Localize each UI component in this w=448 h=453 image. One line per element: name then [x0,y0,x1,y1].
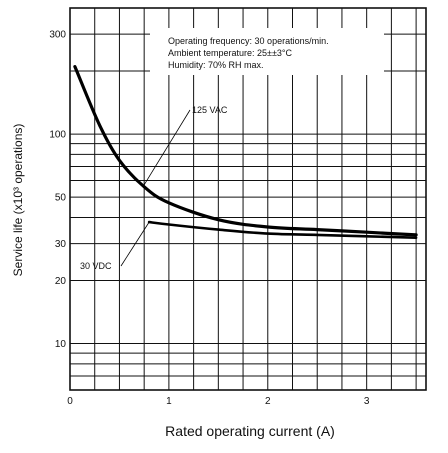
leader-line-125vac [143,109,191,186]
y-axis-label: Service life (x10³ operations) [11,124,25,277]
curve-labels: 125 VAC 30 VDC [80,105,228,271]
x-tick-label: 0 [67,396,73,407]
y-tick-labels: 300 100 50 30 20 10 [49,30,66,350]
y-tick-label: 20 [55,276,67,287]
x-tick-label: 2 [265,396,271,407]
y-tick-label: 300 [49,30,66,41]
condition-humidity: Humidity: 70% RH max. [168,60,264,70]
condition-frequency: Operating frequency: 30 operations/min. [168,36,329,46]
series-layer [73,65,418,239]
y-tick-label: 100 [49,130,66,141]
x-axis-label: Rated operating current (A) [165,423,335,439]
series-line-30vdc [147,220,418,239]
label-125vac: 125 VAC [192,105,228,115]
y-tick-label: 10 [55,339,67,350]
x-tick-labels: 0 1 2 3 [67,396,370,407]
leader-line-30vdc [120,221,150,267]
condition-temperature: Ambient temperature: 25±±3°C [168,48,293,58]
y-tick-label: 30 [55,239,67,250]
x-tick-label: 3 [364,396,370,407]
conditions-background [150,28,384,75]
x-tick-label: 1 [166,396,172,407]
y-tick-label: 50 [55,193,67,204]
label-30vdc: 30 VDC [80,261,112,271]
conditions-box: Operating frequency: 30 operations/min. … [150,28,384,75]
series-line-125vac [73,65,418,237]
